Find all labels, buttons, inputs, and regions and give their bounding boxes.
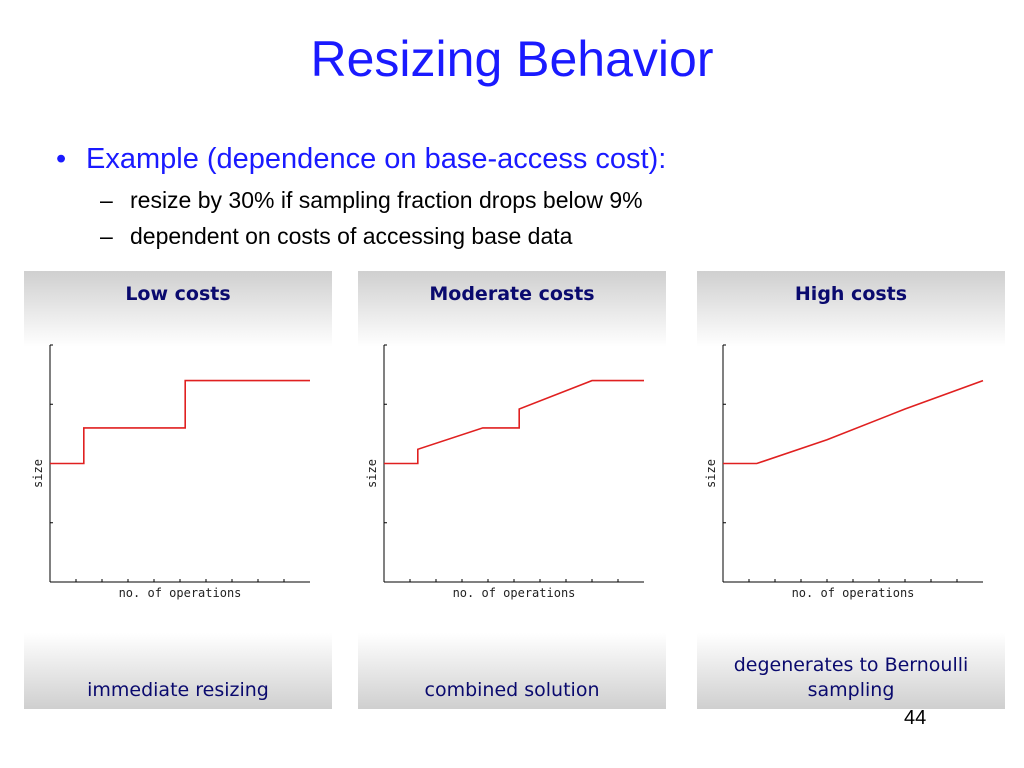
page-number: 44 (904, 707, 927, 729)
x-axis-label: no. of operations (119, 586, 242, 600)
chart-low-costs: no. of operations size (31, 344, 310, 600)
panel-header (358, 271, 666, 347)
sub-bullet-text: dependent on costs of accessing base dat… (130, 223, 573, 249)
slide-title: Resizing Behavior (310, 31, 714, 87)
sub-bullet-item: – dependent on costs of accessing base d… (56, 222, 666, 250)
series-line (384, 379, 644, 465)
bullet-marker: • (56, 143, 67, 175)
panel-caption: degenerates to Bernoulli sampling (733, 654, 969, 701)
sub-bullet-marker: – (100, 187, 113, 213)
bullet-item: • Example (dependence on base-access cos… (56, 142, 666, 176)
y-axis-label: size (31, 459, 45, 488)
chart-panel-high-costs: High costs no. of operations size degener… (697, 271, 1005, 709)
sub-bullet-item: – resize by 30% if sampling fraction dro… (56, 186, 666, 214)
panel-footer (24, 633, 332, 709)
y-axis-label: size (365, 459, 379, 488)
panel-footer (358, 633, 666, 709)
panel-header (24, 271, 332, 347)
sub-bullet-text: resize by 30% if sampling fraction drops… (130, 187, 643, 213)
chart-panel-low-costs: Low costs no. of operations size immediat… (24, 271, 332, 709)
y-axis-label: size (704, 459, 718, 488)
panel-title: High costs (794, 283, 908, 305)
bullet-list: • Example (dependence on base-access cos… (56, 142, 666, 250)
panel-header (697, 271, 1005, 347)
panel-title: Low costs (125, 283, 231, 305)
chart-high-costs: no. of operations size (704, 344, 984, 600)
panel-title: Moderate costs (429, 283, 595, 305)
panel-footer (697, 633, 1005, 709)
chart-panel-moderate-costs: Moderate costs no. of operations size com… (358, 271, 666, 709)
panel-caption: immediate resizing (87, 679, 269, 701)
panel-caption: combined solution (424, 679, 600, 701)
series-line (50, 379, 310, 465)
x-axis-label: no. of operations (453, 586, 576, 600)
series-line (723, 379, 984, 465)
chart-moderate-costs: no. of operations size (365, 344, 644, 600)
x-axis-label: no. of operations (792, 586, 915, 600)
sub-bullet-marker: – (100, 223, 113, 249)
bullet-text: Example (dependence on base-access cost)… (86, 143, 667, 175)
